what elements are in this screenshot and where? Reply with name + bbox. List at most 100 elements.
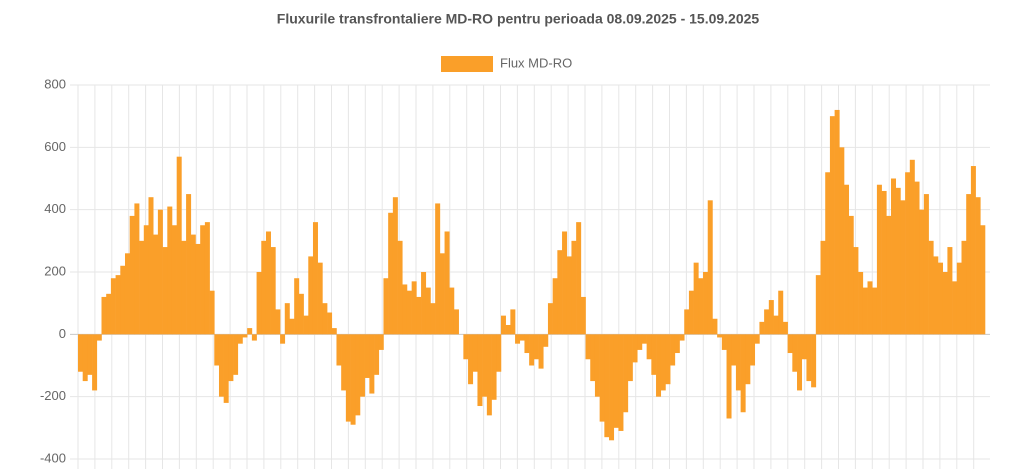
- bar: [463, 334, 469, 360]
- bar: [712, 318, 718, 335]
- y-tick-label: -200: [40, 388, 66, 403]
- bar: [416, 296, 422, 335]
- bar: [444, 231, 450, 335]
- bar: [162, 247, 168, 335]
- bar: [829, 116, 835, 335]
- y-tick-label: -400: [40, 450, 66, 465]
- bar: [181, 240, 187, 335]
- bar: [646, 334, 652, 360]
- bar: [157, 209, 163, 335]
- bar: [406, 290, 412, 335]
- bar: [970, 166, 976, 335]
- bar: [768, 300, 774, 335]
- y-tick-label: 400: [44, 201, 66, 216]
- bar: [364, 334, 370, 378]
- bar: [214, 334, 220, 366]
- bar: [764, 309, 770, 335]
- bar: [134, 203, 140, 335]
- bar: [200, 225, 206, 335]
- bar: [421, 272, 427, 335]
- bar: [439, 253, 445, 335]
- bar: [656, 334, 662, 397]
- bar: [839, 147, 845, 335]
- bar: [538, 334, 544, 369]
- bar: [806, 334, 812, 382]
- bar: [204, 222, 210, 335]
- bar: [186, 194, 192, 335]
- bar: [980, 225, 986, 335]
- bar: [449, 287, 455, 335]
- bar: [693, 262, 699, 335]
- chart-title: Fluxurile transfrontaliere MD-RO pentru …: [277, 11, 760, 27]
- bar: [251, 334, 257, 341]
- bar: [510, 309, 516, 335]
- bar: [773, 315, 779, 335]
- bar: [820, 240, 826, 335]
- bar: [665, 334, 671, 385]
- bar: [336, 334, 342, 366]
- bar: [928, 240, 934, 335]
- bar: [78, 334, 83, 372]
- bar: [900, 200, 906, 335]
- y-tick-label: 600: [44, 139, 66, 154]
- bar: [92, 334, 98, 391]
- bar: [975, 197, 981, 335]
- bar: [876, 184, 882, 335]
- bar: [914, 181, 920, 335]
- bar: [782, 321, 788, 335]
- bar: [505, 324, 511, 335]
- bar: [848, 215, 854, 335]
- bar: [604, 334, 610, 438]
- bar: [341, 334, 347, 391]
- bar: [359, 334, 365, 397]
- bar: [383, 278, 389, 335]
- bar: [280, 334, 286, 344]
- bar: [726, 334, 732, 419]
- bar: [721, 334, 727, 350]
- bar: [477, 334, 483, 407]
- bar: [923, 194, 929, 335]
- bar: [867, 281, 873, 335]
- bar: [533, 334, 539, 360]
- bar: [862, 287, 868, 335]
- bar: [557, 250, 563, 335]
- bar: [327, 312, 333, 335]
- bar: [599, 334, 605, 422]
- bar: [627, 334, 633, 382]
- bar: [275, 309, 281, 335]
- bar: [919, 209, 925, 335]
- bar: [731, 334, 737, 366]
- bar: [308, 256, 314, 335]
- bar: [496, 334, 502, 372]
- bar: [562, 231, 568, 335]
- bar: [345, 334, 351, 422]
- bar: [524, 334, 530, 354]
- bar: [298, 293, 304, 335]
- bar: [96, 334, 102, 341]
- bar: [110, 278, 116, 335]
- bar: [660, 334, 666, 391]
- bar: [891, 178, 897, 335]
- bar: [707, 200, 713, 335]
- bar: [369, 334, 375, 394]
- bar: [886, 215, 892, 335]
- bar: [632, 334, 638, 363]
- bar: [552, 278, 558, 335]
- bar: [651, 334, 657, 375]
- bar: [811, 334, 817, 388]
- bar: [265, 231, 271, 335]
- bar: [580, 296, 586, 335]
- bar: [547, 303, 553, 335]
- bar: [261, 240, 267, 335]
- bar: [171, 225, 177, 335]
- bar: [674, 334, 680, 354]
- bar: [209, 290, 215, 335]
- y-tick-label: 0: [59, 326, 66, 341]
- bar: [233, 334, 239, 375]
- bar: [853, 247, 859, 335]
- bar: [82, 334, 88, 382]
- bar: [947, 247, 953, 335]
- bar: [637, 334, 643, 350]
- bar: [529, 334, 535, 366]
- bar: [139, 240, 145, 335]
